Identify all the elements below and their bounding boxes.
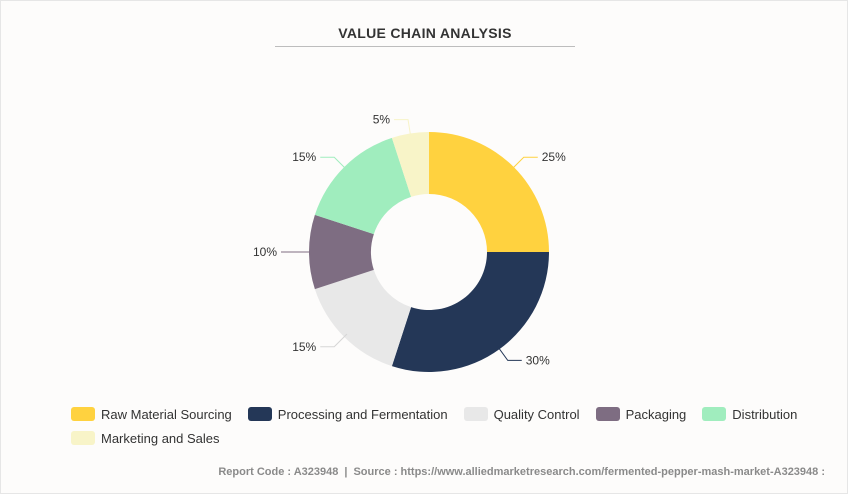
slice-quality-control[interactable] [314, 269, 412, 367]
donut-slices [309, 132, 549, 373]
source-text: Source : https://www.alliedmarketresearc… [353, 466, 825, 478]
source-footer: Report Code : A323948 | Source : https://w… [218, 466, 825, 478]
leader-line-raw-material-sourcing [510, 156, 538, 171]
leader-line-processing-and-fermentation [496, 345, 522, 361]
legend-label: Packaging [625, 406, 687, 422]
donut-chart: 25% 30% 15% 10% 15% 5% [253, 113, 566, 373]
leader-line-distribution [320, 156, 348, 171]
slice-packaging[interactable] [309, 214, 374, 290]
legend-swatch [247, 407, 272, 421]
legend-label: Quality Control [493, 406, 580, 422]
legend-item-marketing-and-sales[interactable]: Marketing and Sales [71, 429, 220, 447]
legend-swatch [71, 407, 95, 421]
slice-raw-material-sourcing[interactable] [429, 132, 549, 252]
slice-label-processing-and-fermentation: 30% [526, 353, 550, 367]
legend-swatch [463, 407, 488, 421]
footer-separator: | [344, 466, 348, 478]
slice-marketing-and-sales[interactable] [391, 132, 429, 197]
slice-label-packaging: 10% [253, 245, 277, 259]
slice-labels: 25% 30% 15% 10% 15% 5% [253, 113, 566, 368]
legend-swatch [702, 407, 727, 421]
chart-title: VALUE CHAIN ANALYSIS [338, 25, 512, 41]
title-underline [275, 46, 575, 47]
leader-lines [281, 119, 538, 361]
legend-swatch [595, 407, 620, 421]
legend-label: Distribution [732, 406, 798, 422]
legend-item-quality-control[interactable]: Quality Control [463, 405, 580, 423]
legend-item-packaging[interactable]: Packaging [595, 405, 687, 423]
legend-item-distribution[interactable]: Distribution [702, 405, 797, 423]
chart-legend: Raw Material Sourcing Processing and Ferm… [71, 405, 811, 447]
legend-item-processing-and-fermentation[interactable]: Processing and Fermentation [247, 405, 448, 423]
report-code: Report Code : A323948 [218, 466, 339, 478]
slice-label-quality-control: 15% [292, 340, 316, 354]
slice-distribution[interactable] [314, 137, 412, 235]
legend-label: Marketing and Sales [101, 430, 220, 446]
legend-label: Processing and Fermentation [277, 406, 448, 422]
slice-label-marketing-and-sales: 5% [373, 113, 391, 127]
leader-line-marketing-and-sales [394, 119, 412, 138]
leader-line-quality-control [320, 333, 348, 348]
slice-processing-and-fermentation[interactable] [391, 252, 549, 373]
slice-label-distribution: 15% [292, 150, 316, 164]
slice-label-raw-material-sourcing: 25% [542, 150, 566, 164]
legend-item-raw-material-sourcing[interactable]: Raw Material Sourcing [71, 405, 232, 423]
legend-swatch [71, 431, 95, 445]
legend-label: Raw Material Sourcing [101, 406, 232, 422]
